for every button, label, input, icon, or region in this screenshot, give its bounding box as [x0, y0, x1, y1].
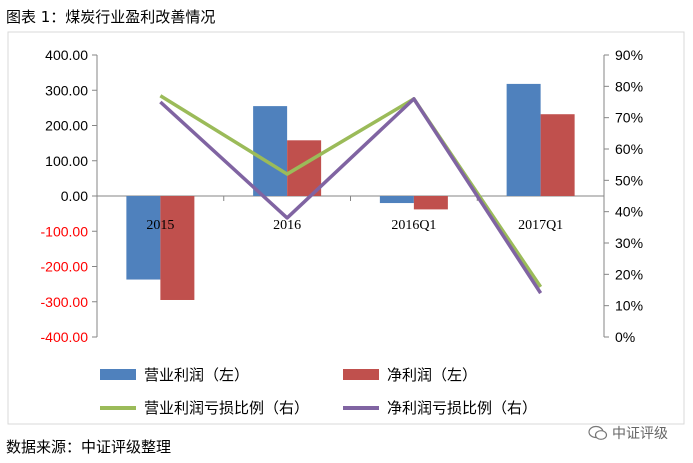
left-tick-label: -100.00 [41, 223, 89, 239]
left-tick-label: 300.00 [45, 82, 88, 98]
left-tick-label: -300.00 [41, 294, 89, 310]
left-tick-label: 400.00 [45, 47, 88, 63]
right-tick-label: 60% [615, 141, 643, 157]
legend-swatch-net-profit [343, 369, 379, 380]
bar-net-profit [540, 114, 575, 196]
wechat-icon [588, 425, 608, 440]
legend-item-net-loss-ratio: 净利润亏损比例（右） [343, 397, 537, 418]
category-label: 2016Q1 [391, 218, 436, 233]
data-source-note: 数据来源：中证评级整理 [6, 438, 172, 456]
tick-labels: 400.00 300.00 200.00 100.00 0.00 -100.00 -200.… [41, 47, 644, 345]
chart-title: 图表 1：煤炭行业盈利改善情况 [6, 8, 216, 26]
category-label: 2015 [146, 218, 174, 233]
left-tick-label: 200.00 [45, 118, 88, 134]
right-tick-label: 70% [615, 110, 643, 126]
legend-swatch-operating-loss-ratio [100, 405, 136, 410]
right-tick-label: 40% [615, 204, 643, 220]
legend-item-operating-loss-ratio: 营业利润亏损比例（右） [100, 397, 309, 418]
left-tick-label: -200.00 [41, 259, 89, 275]
lines [159, 94, 543, 295]
legend-item-operating-profit: 营业利润（左） [100, 364, 249, 385]
left-tick-label: 100.00 [45, 153, 88, 169]
legend-label-operating-profit: 营业利润（左） [144, 366, 250, 384]
bar-operating-profit [506, 83, 541, 196]
right-tick-label: 50% [615, 172, 643, 188]
line-operating-loss-ratio [159, 94, 543, 288]
legend-label-net-profit: 净利润（左） [387, 366, 478, 384]
legend-item-net-profit: 净利润（左） [343, 364, 477, 385]
bar-net-profit [160, 196, 195, 300]
right-tick-label: 10% [615, 298, 643, 314]
left-tick-label: 0.00 [61, 188, 88, 204]
bar-operating-profit [253, 106, 288, 196]
bar-net-profit [413, 196, 448, 210]
bar-operating-profit [379, 196, 414, 204]
legend-label-operating-loss-ratio: 营业利润亏损比例（右） [144, 399, 310, 417]
right-tick-label: 90% [615, 47, 643, 63]
legend-label-net-loss-ratio: 净利润亏损比例（右） [387, 399, 538, 417]
chart-frame [7, 31, 685, 425]
bars [126, 83, 575, 300]
left-tick-label: -400.00 [41, 329, 89, 345]
category-label: 2017Q1 [518, 218, 563, 233]
legend-swatch-operating-profit [100, 369, 136, 380]
bar-operating-profit [126, 196, 161, 280]
category-label: 2016 [273, 218, 301, 233]
line-net-loss-ratio [159, 97, 543, 295]
watermark: 中证评级 [588, 423, 668, 443]
bar-net-profit [287, 140, 322, 196]
right-tick-label: 20% [615, 266, 643, 282]
right-tick-label: 80% [615, 78, 643, 94]
right-tick-label: 30% [615, 235, 643, 251]
legend-swatch-net-loss-ratio [343, 405, 379, 410]
right-tick-label: 0% [615, 329, 635, 345]
watermark-text: 中证评级 [612, 426, 668, 442]
